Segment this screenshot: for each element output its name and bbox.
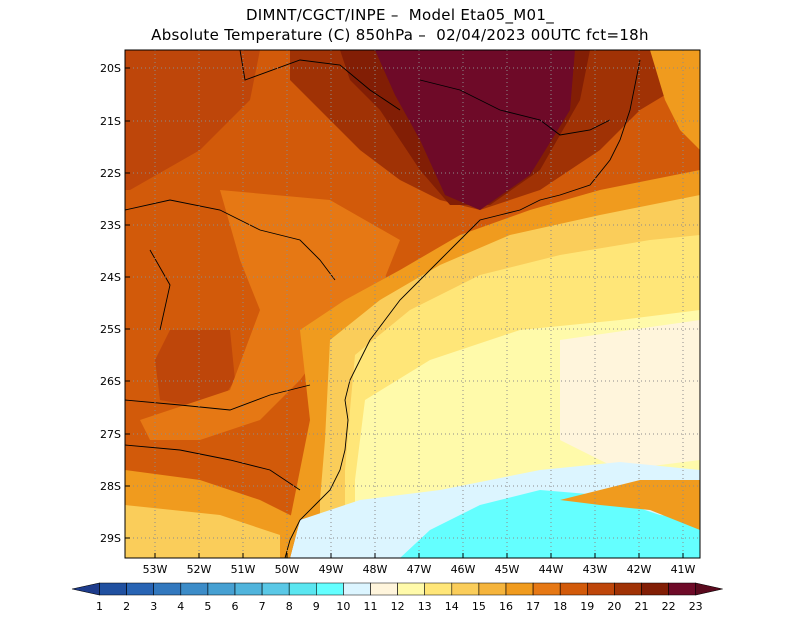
graticule bbox=[125, 50, 700, 558]
colorbar-label: 12 bbox=[391, 600, 405, 613]
lon-label: 42W bbox=[627, 563, 652, 576]
lat-label: 25S bbox=[100, 323, 121, 336]
colorbar-swatch bbox=[261, 582, 290, 596]
colorbar-swatch bbox=[641, 582, 669, 596]
lat-label: 21S bbox=[100, 115, 121, 128]
lat-label: 26S bbox=[100, 375, 121, 388]
colorbar-label: 20 bbox=[607, 600, 621, 613]
colorbar-swatch bbox=[424, 582, 453, 596]
colorbar-label: 7 bbox=[259, 600, 266, 613]
lon-label: 43W bbox=[583, 563, 608, 576]
colorbar-label: 16 bbox=[499, 600, 513, 613]
colorbar-swatch bbox=[668, 582, 697, 596]
colorbar-swatch bbox=[505, 582, 534, 596]
colorbar-swatch bbox=[153, 582, 182, 596]
lon-label: 45W bbox=[495, 563, 520, 576]
colorbar: 1 2 3 4 5 6 7 8 9 10 11 12 13 14 15 16 17 18 19 20 21 22 23 bbox=[71, 582, 723, 613]
colorbar-swatch bbox=[559, 582, 588, 596]
colorbar-label: 10 bbox=[336, 600, 350, 613]
colorbar-swatch bbox=[397, 582, 426, 596]
lat-label: 28S bbox=[100, 480, 121, 493]
colorbar-label: 2 bbox=[123, 600, 130, 613]
colorbar-label: 6 bbox=[232, 600, 239, 613]
longitude-labels: 53W 52W 51W 50W 49W 48W 47W 46W 45W 44W … bbox=[143, 563, 696, 576]
colorbar-label: 21 bbox=[635, 600, 649, 613]
lon-label: 41W bbox=[671, 563, 696, 576]
colorbar-label: 19 bbox=[580, 600, 594, 613]
colorbar-label: 1 bbox=[96, 600, 103, 613]
temperature-fill-south-west-hot bbox=[155, 330, 235, 410]
colorbar-label: 13 bbox=[418, 600, 432, 613]
colorbar-swatch bbox=[288, 582, 317, 596]
colorbar-label: 14 bbox=[445, 600, 459, 613]
colorbar-swatch bbox=[478, 582, 507, 596]
temperature-fill-central-belt bbox=[140, 190, 400, 440]
colorbar-label: 4 bbox=[177, 600, 184, 613]
colorbar-label: 15 bbox=[472, 600, 486, 613]
lon-label: 44W bbox=[539, 563, 564, 576]
lat-label: 27S bbox=[100, 428, 121, 441]
temperature-fill-north-max bbox=[375, 50, 575, 210]
colorbar-swatch bbox=[207, 582, 236, 596]
chart-title-line-2: Absolute Temperature (C) 850hPa – 02/04/… bbox=[151, 26, 649, 44]
colorbar-label: 18 bbox=[553, 600, 567, 613]
colorbar-label: 11 bbox=[364, 600, 378, 613]
lon-label: 50W bbox=[275, 563, 300, 576]
colorbar-swatch bbox=[71, 582, 100, 596]
colorbar-swatch bbox=[126, 582, 154, 596]
colorbar-swatch bbox=[99, 582, 127, 596]
colorbar-swatch bbox=[343, 582, 371, 596]
lon-label: 46W bbox=[451, 563, 476, 576]
colorbar-label: 8 bbox=[286, 600, 293, 613]
colorbar-swatch bbox=[532, 582, 561, 596]
state-border-upper bbox=[239, 50, 401, 111]
lat-label: 22S bbox=[100, 167, 121, 180]
lat-label: 23S bbox=[100, 219, 121, 232]
colorbar-swatch bbox=[695, 582, 723, 596]
colorbar-swatch bbox=[614, 582, 642, 596]
colorbar-swatch bbox=[370, 582, 398, 596]
lon-label: 53W bbox=[143, 563, 168, 576]
lon-label: 51W bbox=[231, 563, 256, 576]
colorbar-swatch bbox=[451, 582, 480, 596]
lat-label: 29S bbox=[100, 532, 121, 545]
lon-label: 47W bbox=[407, 563, 432, 576]
state-border-south bbox=[125, 444, 301, 491]
colorbar-label: 5 bbox=[204, 600, 211, 613]
colorbar-label: 9 bbox=[313, 600, 320, 613]
lon-label: 49W bbox=[319, 563, 344, 576]
coastline bbox=[284, 59, 641, 558]
colorbar-swatch bbox=[234, 582, 263, 596]
river-west bbox=[149, 249, 171, 331]
chart-title-line-1: DIMNT/CGCT/INPE – Model Eta05_M01_ bbox=[245, 6, 555, 24]
colorbar-swatch bbox=[315, 582, 344, 596]
colorbar-label: 23 bbox=[689, 600, 703, 613]
temperature-fill-ocean-cream bbox=[560, 320, 700, 470]
latitude-labels: 20S 21S 22S 23S 24S 25S 26S 27S 28S 29S bbox=[100, 62, 121, 545]
lon-label: 52W bbox=[187, 563, 212, 576]
colorbar-label: 22 bbox=[662, 600, 676, 613]
temperature-fill-east-edge bbox=[650, 50, 700, 150]
map-frame bbox=[124, 49, 701, 559]
colorbar-label: 3 bbox=[150, 600, 157, 613]
colorbar-label: 17 bbox=[526, 600, 540, 613]
colorbar-swatch bbox=[180, 582, 209, 596]
temperature-fill-southern-warm-patch bbox=[560, 480, 700, 530]
state-border-north bbox=[125, 199, 336, 281]
coastline-and-borders bbox=[125, 50, 641, 558]
lat-label: 20S bbox=[100, 62, 121, 75]
temperature-fill-southwest-gold bbox=[125, 505, 280, 558]
temperature-fill-west-hot bbox=[125, 50, 260, 190]
state-border-mid bbox=[125, 384, 311, 411]
lon-label: 48W bbox=[363, 563, 388, 576]
lat-label: 24S bbox=[100, 271, 121, 284]
temperature-field bbox=[125, 50, 700, 558]
state-border-northeast bbox=[419, 79, 611, 136]
colorbar-swatch bbox=[586, 582, 615, 596]
axis-ticks bbox=[125, 67, 684, 558]
